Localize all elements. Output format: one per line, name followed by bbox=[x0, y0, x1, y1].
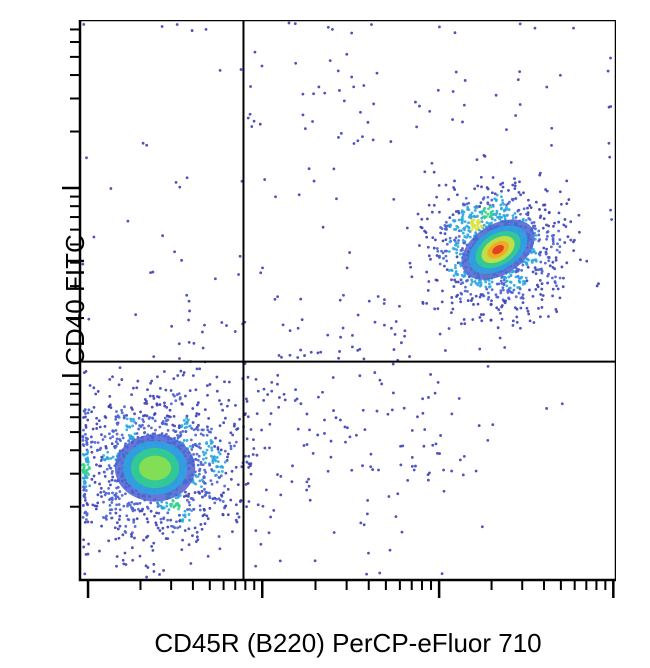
plot-panel bbox=[40, 20, 616, 620]
axis-ticks bbox=[62, 29, 613, 598]
x-axis-label: CD45R (B220) PerCP-eFluor 710 bbox=[80, 628, 616, 660]
figure: CD40 FITC CD45R (B220) PerCP-eFluor 710 bbox=[0, 0, 650, 668]
